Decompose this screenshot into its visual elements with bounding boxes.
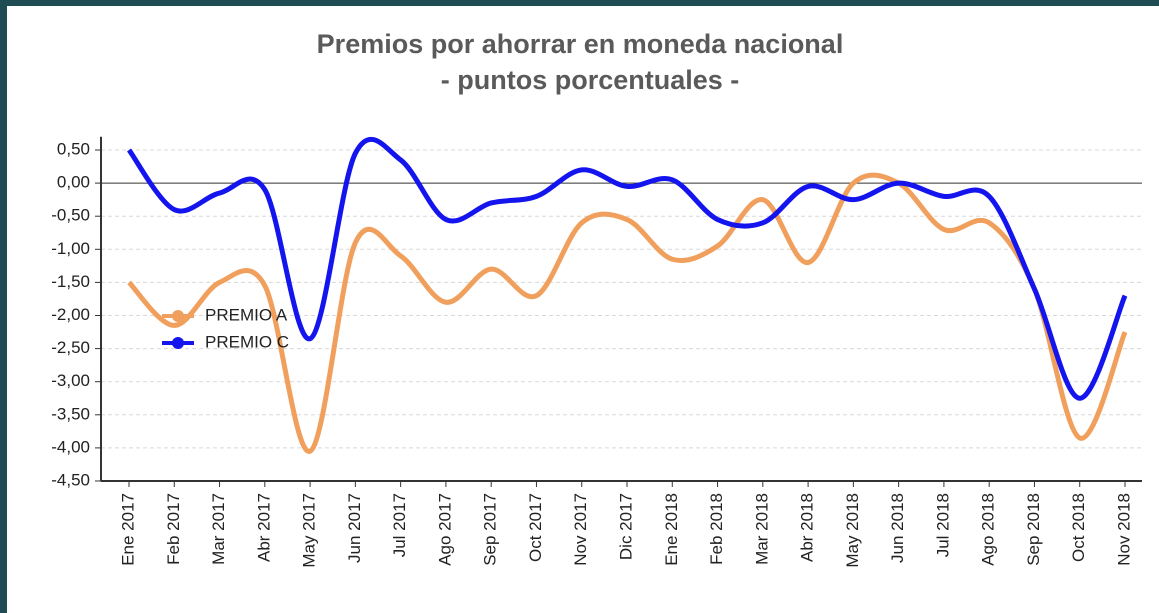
x-tick-label: Dic 2017 [616,493,635,560]
chart-title: Premios por ahorrar en moneda nacional [317,29,844,59]
chart-frame [7,6,1159,613]
x-tick-label: Oct 2017 [526,493,545,562]
y-tick-label: -3,50 [51,404,90,423]
x-tick-label: Nov 2017 [571,493,590,566]
x-tick-label: Mar 2018 [752,493,771,565]
x-tick-label: Ago 2017 [435,493,454,566]
x-tick-label: Ene 2017 [118,493,137,566]
x-tick-label: Abr 2017 [254,493,273,562]
x-tick-label: Mar 2017 [209,493,228,565]
y-tick-label: -0,50 [51,206,90,225]
x-tick-label: Ago 2018 [979,493,998,566]
legend-marker [172,310,184,322]
x-tick-label: Jun 2017 [345,493,364,563]
x-tick-label: Sep 2018 [1024,493,1043,566]
y-tick-label: 0,50 [57,139,90,158]
x-tick-label: Nov 2018 [1114,493,1133,566]
chart-subtitle: - puntos porcentuales - [441,65,740,95]
x-tick-label: Jul 2017 [390,493,409,557]
legend-label: PREMIO C [205,332,289,351]
x-tick-label: Sep 2017 [481,493,500,566]
y-tick-label: 0,00 [57,173,90,192]
x-tick-label: Abr 2018 [798,493,817,562]
x-tick-label: Feb 2017 [164,493,183,565]
x-tick-label: Ene 2018 [662,493,681,566]
y-tick-label: -1,00 [51,239,90,258]
legend-label: PREMIO A [205,305,288,324]
y-tick-label: -4,00 [51,437,90,456]
series-line [126,137,1128,401]
x-tick-label: May 2018 [843,493,862,568]
legend-marker [172,337,184,349]
x-tick-label: Feb 2018 [707,493,726,565]
y-tick-label: -2,50 [51,338,90,357]
y-tick-label: -1,50 [51,272,90,291]
x-tick-label: Oct 2018 [1069,493,1088,562]
series-line [127,172,1128,454]
y-tick-label: -3,00 [51,371,90,390]
x-tick-label: Jun 2018 [888,493,907,563]
x-tick-label: May 2017 [300,493,319,568]
y-tick-label: -4,50 [51,470,90,489]
x-tick-label: Jul 2018 [933,493,952,557]
y-tick-label: -2,00 [51,305,90,324]
